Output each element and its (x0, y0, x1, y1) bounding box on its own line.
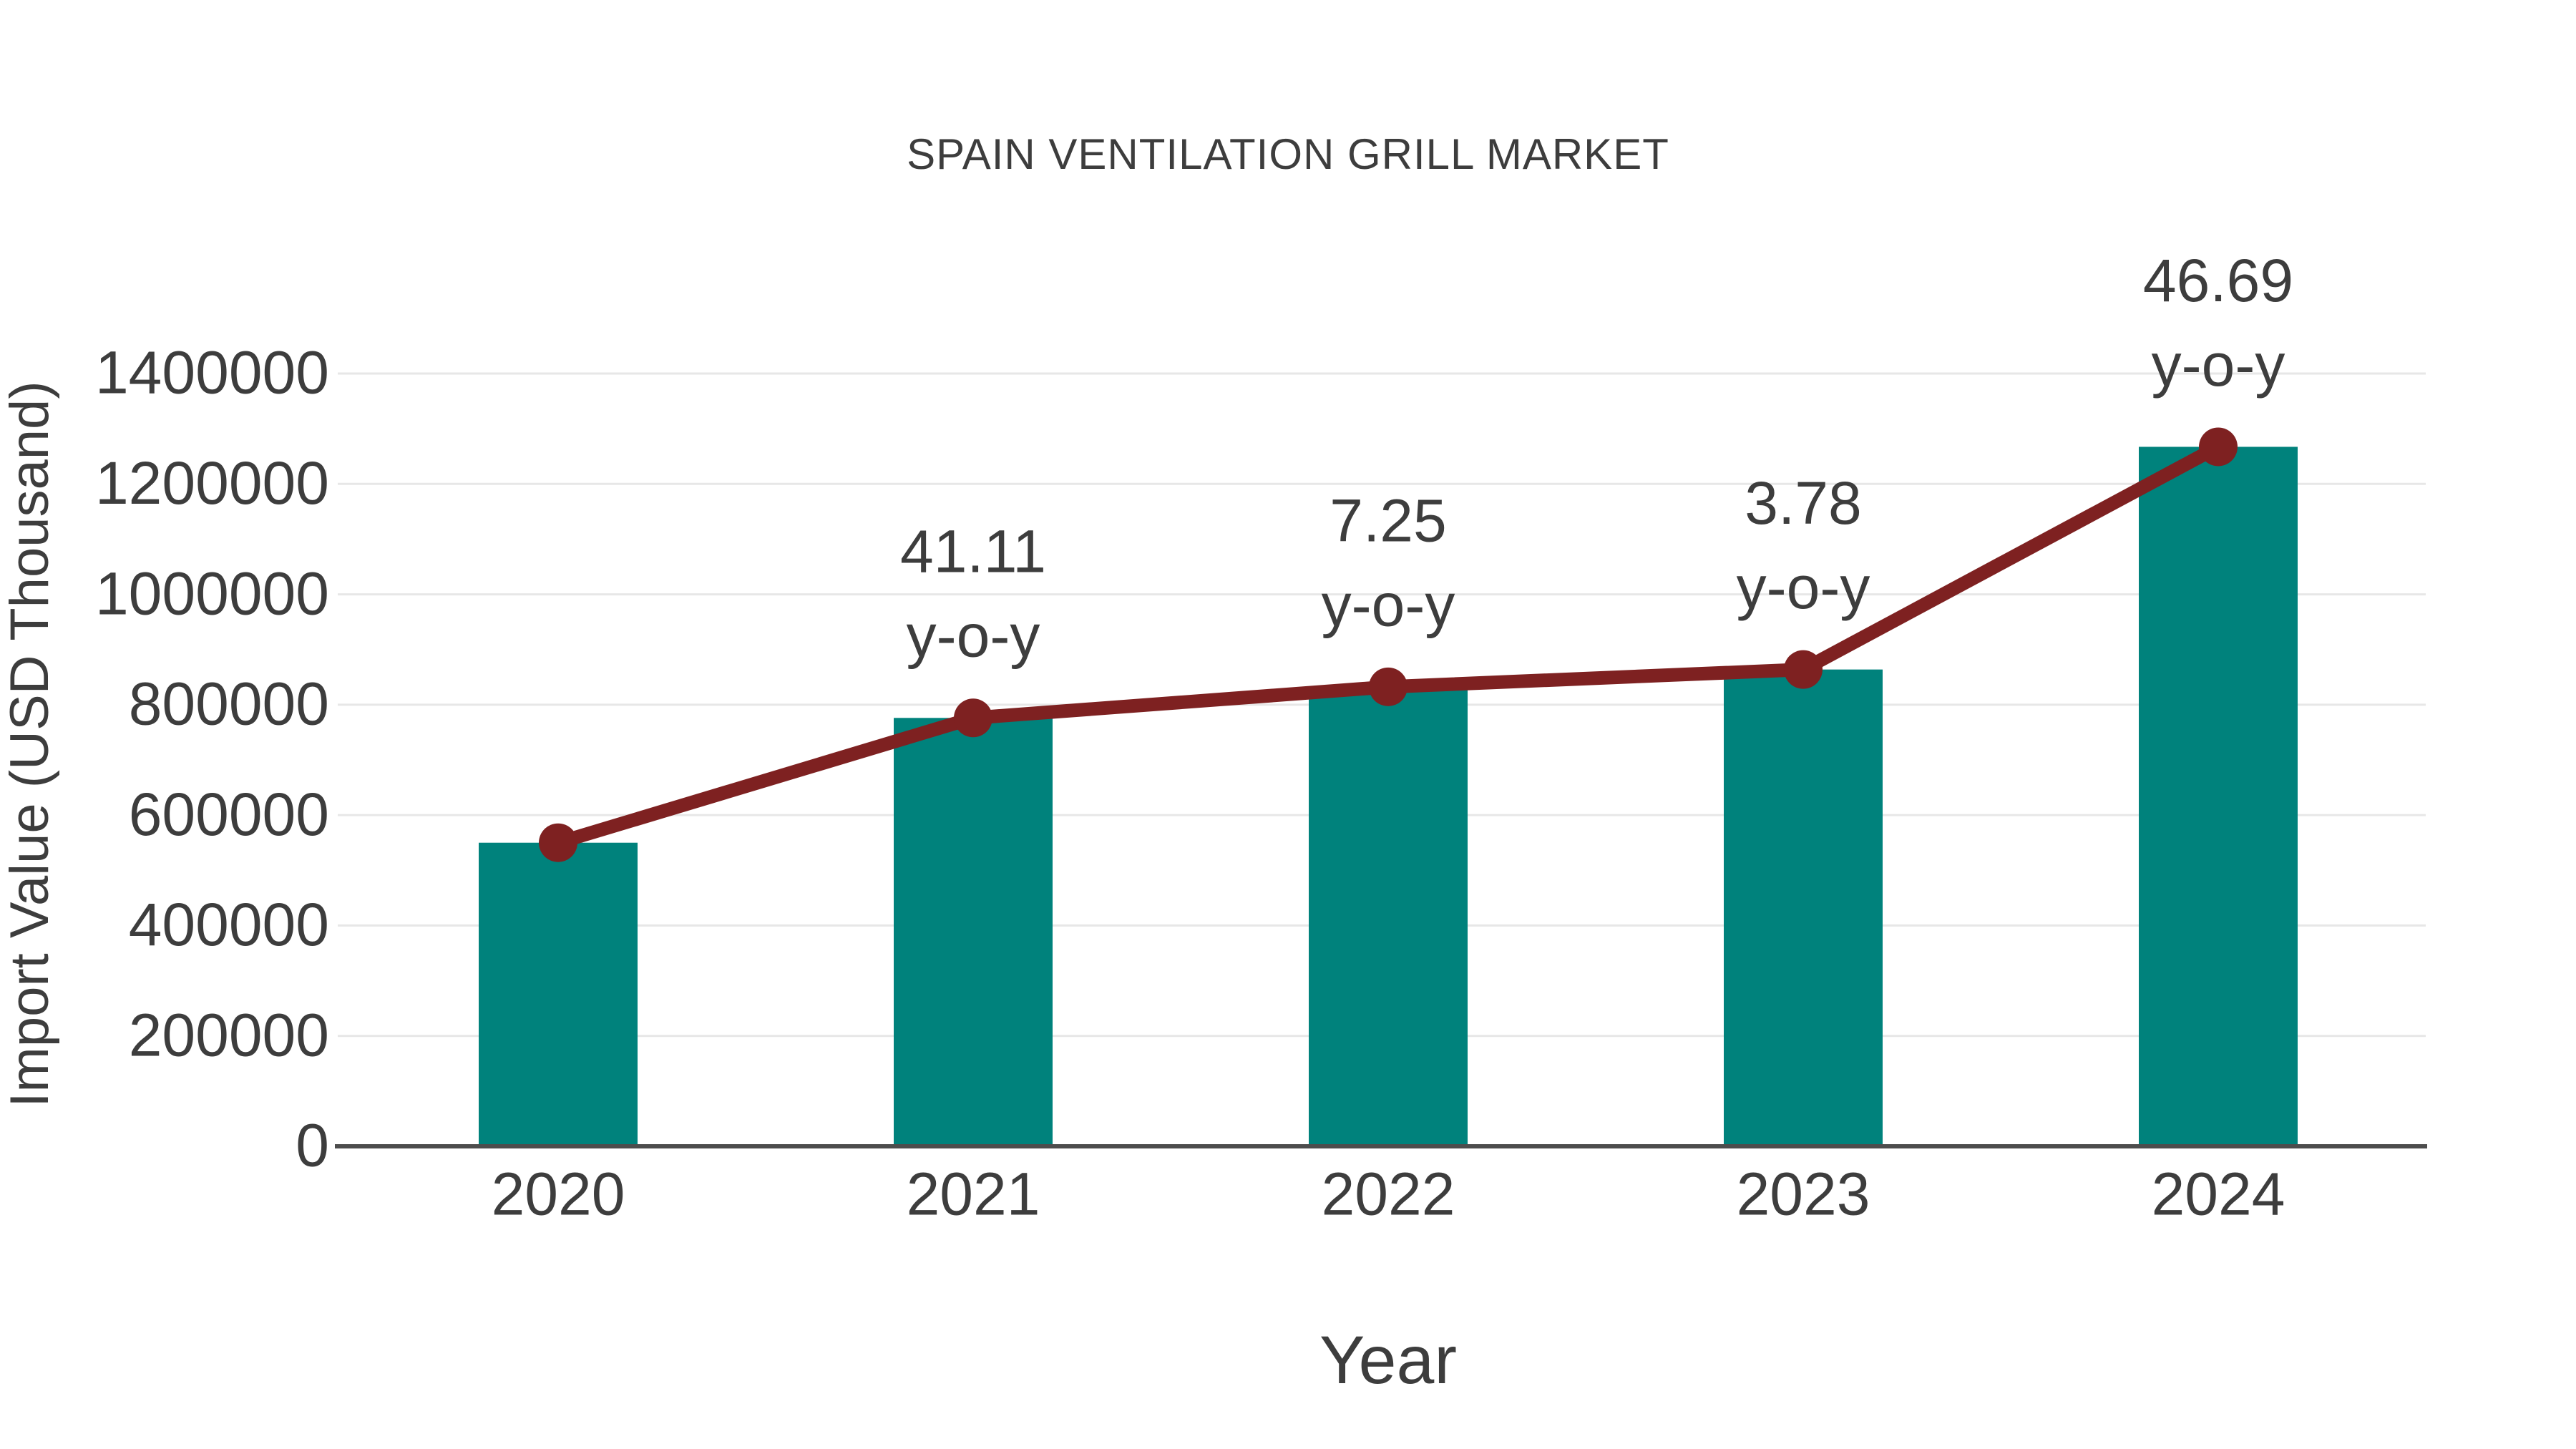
y-tick-1200000: 1200000 (95, 449, 329, 517)
x-tick-2022: 2022 (1322, 1160, 1455, 1227)
y-tick-800000: 800000 (129, 670, 329, 738)
x-tick-2021: 2021 (907, 1160, 1040, 1227)
y-tick-600000: 600000 (129, 781, 329, 848)
bar-2020 (479, 842, 638, 1146)
line-marker-2021 (954, 698, 992, 738)
annotation-label-2021: y-o-y (907, 602, 1040, 670)
annotation-value-2022: 7.25 (1330, 487, 1447, 554)
line-marker-2023 (1784, 650, 1823, 689)
annotation-label-2023: y-o-y (1737, 554, 1870, 621)
line-marker-2022 (1369, 667, 1407, 706)
x-tick-2024: 2024 (2152, 1160, 2285, 1227)
bar-2021 (894, 718, 1053, 1146)
y-tick-200000: 200000 (129, 1001, 329, 1068)
bar-2024 (2139, 447, 2298, 1146)
bar-2023 (1724, 669, 1883, 1146)
annotation-value-2024: 46.69 (2143, 247, 2293, 314)
x-tick-2023: 2023 (1737, 1160, 1870, 1227)
annotation-label-2022: y-o-y (1322, 571, 1455, 638)
y-tick-400000: 400000 (129, 891, 329, 958)
chart-title: SPAIN VENTILATION GRILL MARKET (907, 130, 1669, 178)
annotation-value-2021: 41.11 (900, 518, 1046, 585)
line-marker-2024 (2199, 427, 2238, 467)
x-axis-title: Year (1319, 1322, 1457, 1398)
line-marker-2020 (539, 823, 577, 862)
bar-2022 (1309, 686, 1468, 1146)
annotation-label-2024: y-o-y (2152, 331, 2285, 399)
x-tick-2020: 2020 (492, 1160, 625, 1227)
annotation-value-2023: 3.78 (1745, 469, 1862, 537)
y-tick-0: 0 (296, 1112, 329, 1179)
y-tick-1000000: 1000000 (95, 560, 329, 627)
y-tick-1400000: 1400000 (95, 339, 329, 406)
